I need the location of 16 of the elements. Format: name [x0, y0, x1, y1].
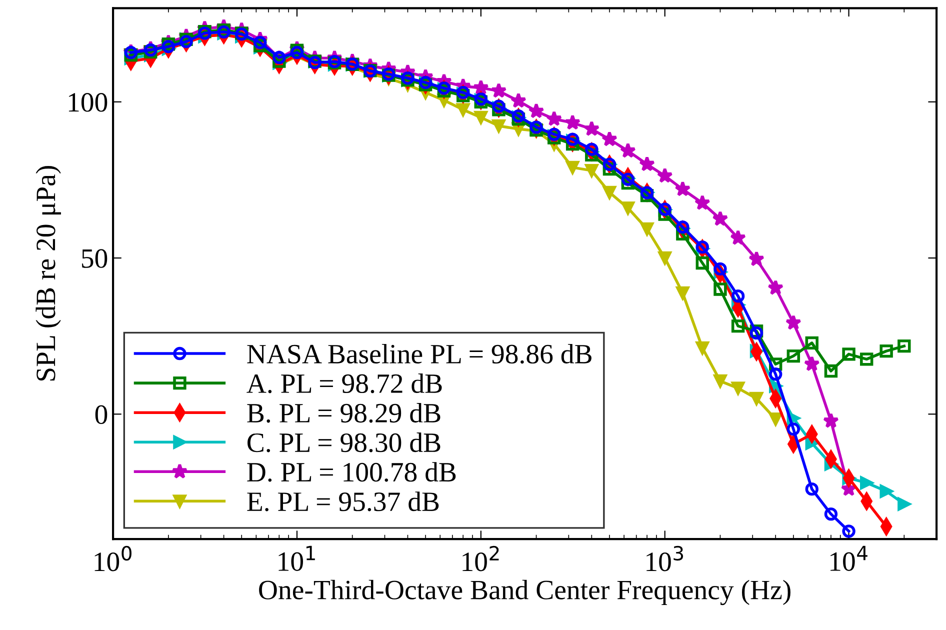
legend-label: E. PL = 95.37 dB — [247, 492, 439, 512]
legend-label: A. PL = 98.72 dB — [246, 374, 442, 394]
x-axis-title: One-Third-Octave Band Center Frequency (Hz) — [259, 580, 790, 606]
legend-label: B. PL = 98.29 dB — [247, 403, 440, 423]
legend-label: D. PL = 100.78 dB — [247, 462, 456, 482]
y-axis-title: SPL (dB re 20 μPa) — [36, 166, 61, 381]
legend-label: C. PL = 98.30 dB — [248, 432, 440, 452]
x-tick-label: 10$^{2}$ — [462, 546, 499, 572]
x-tick-label: 10$^{3}$ — [646, 546, 684, 572]
x-tick-label: 10$^{1}$ — [278, 546, 315, 571]
x-tick-label: 10$^{4}$ — [830, 546, 868, 571]
legend-label: NASA Baseline PL = 98.86 dB — [247, 344, 592, 364]
x-tick-label: 10$^{0}$ — [94, 546, 132, 572]
y-tick-label: 0 — [95, 405, 108, 424]
y-tick-label: 100 — [68, 93, 108, 112]
y-tick-label: 50 — [82, 249, 108, 268]
